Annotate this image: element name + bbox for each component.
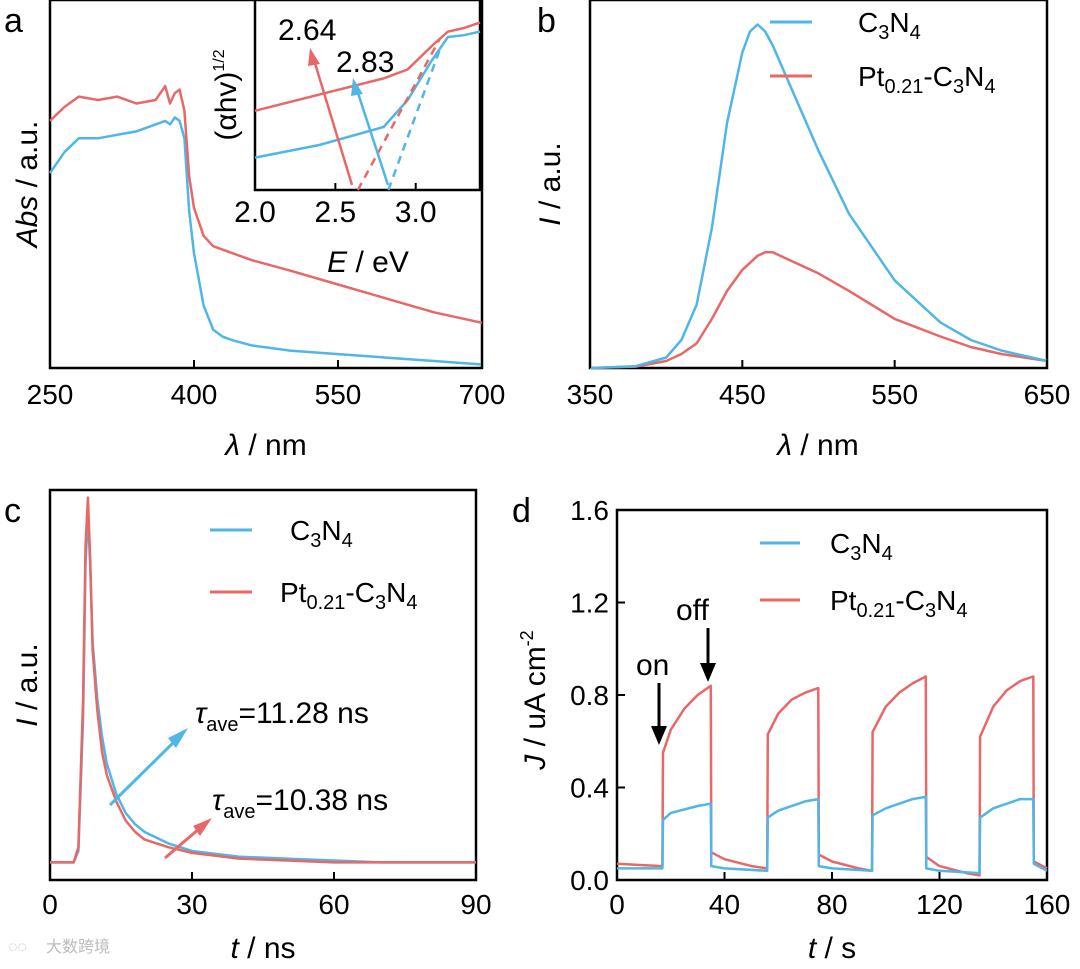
panel-b-ylabel: I / a.u. — [534, 142, 567, 225]
inset-line-pt — [254, 21, 481, 113]
panel-d-line-pt — [616, 675, 1048, 877]
panel-d-x-tick-label: 120 — [916, 889, 963, 920]
panel-d-ylabel: J / uA cm-2 — [517, 630, 552, 770]
panel-b-frame — [588, 0, 1049, 370]
panel-c-x-tick-label: 90 — [460, 889, 491, 920]
panel-d-legend: C3N4 Pt0.21-C3N4 — [760, 528, 967, 622]
off-annotation: off — [676, 594, 709, 627]
panel-c-xlabel: t / ns — [230, 932, 295, 965]
panel-b-x-tick-label: 450 — [719, 379, 766, 410]
panel-c-x-tick-label: 30 — [176, 889, 207, 920]
tau-arrow-c3n4 — [108, 738, 178, 807]
watermark-text: 大数跨境 — [46, 937, 110, 956]
tau-arrow-pt-head — [193, 818, 212, 836]
panel-a-x-tick-label: 550 — [315, 379, 362, 410]
panel-d-x-tick-label: 160 — [1024, 889, 1071, 920]
panel-b-xlabel: λ / nm — [775, 429, 858, 462]
panel-c-legend: C3N4 Pt0.21-C3N4 — [210, 515, 417, 614]
inset-fit-pt — [356, 38, 441, 191]
panel-a-x-tick-label: 700 — [459, 379, 506, 410]
tau-arrow-pt — [164, 826, 201, 860]
inset-arrow-c3n4 — [355, 89, 390, 186]
panel-d-x-tick-label: 40 — [709, 889, 740, 920]
panel-a-line-pt — [49, 84, 483, 325]
legend-label-c3n4: C3N4 — [858, 7, 921, 44]
panel-b-x-tick-label: 350 — [567, 379, 614, 410]
tau-annotation-c3n4: τave=11.28 ns — [195, 697, 369, 736]
panel-d-x-tick-label: 0 — [609, 889, 625, 920]
panel-b-line-pt — [589, 251, 1048, 370]
inset-x-tick-label: 3.0 — [395, 196, 437, 229]
inset-x-tick-label: 2.0 — [234, 196, 276, 229]
inset-frame — [253, 0, 482, 192]
inset-xlabel: E / eV — [327, 246, 409, 279]
panel-label-d: d — [512, 492, 531, 530]
panel-c-x-tick-label: 60 — [318, 889, 349, 920]
panel-c-x-tick-label: 0 — [42, 889, 58, 920]
inset-arrow-pt-head — [308, 48, 320, 66]
inset-arrow-pt — [312, 59, 354, 186]
legend-label-pt: Pt0.21-C3N4 — [858, 61, 995, 98]
panel-a-x-tick-label: 400 — [171, 379, 218, 410]
panel-b: 350 450 550 650 λ / nm I / a.u. C3N4 Pt0.21… — [534, 0, 1070, 462]
panel-d-x-tick-label: 80 — [816, 889, 847, 920]
legend-label-c3n4: C3N4 — [290, 515, 353, 552]
inset-x-tick-label: 2.5 — [314, 196, 356, 229]
on-annotation: on — [636, 649, 669, 682]
panel-a: 250 400 550 700 λ / nm Abs / a.u. 2.0 2.5 3.0… — [11, 0, 505, 462]
inset-annotation-264: 2.64 — [278, 14, 336, 47]
panel-a-x-tick-label: 250 — [27, 379, 74, 410]
panel-a-inset: 2.0 2.5 3.0 E / eV (αhv)1/2 2.64 2.83 — [210, 0, 482, 279]
watermark: ◌◌ 大数跨境 — [8, 937, 110, 956]
panel-d-y-tick-label: 0.8 — [570, 680, 609, 711]
panel-a-frame — [48, 0, 484, 370]
on-arrow-head — [651, 726, 667, 745]
watermark-icon: ◌◌ — [8, 939, 27, 956]
panel-c-ylabel: I / a.u. — [11, 643, 44, 726]
panel-c: 0 30 60 90 t / ns I / a.u. C3N4 Pt0.21-C3N4… — [11, 488, 492, 965]
panel-label-b: b — [537, 2, 556, 40]
off-arrow-head — [700, 663, 716, 682]
panel-d-xlabel: t / s — [808, 932, 856, 965]
panel-label-c: c — [4, 492, 21, 530]
panel-a-xlabel: λ / nm — [223, 429, 306, 462]
panel-d-frame — [615, 508, 1049, 882]
tau-arrow-c3n4-head — [168, 728, 188, 748]
panel-b-legend: C3N4 Pt0.21-C3N4 — [770, 7, 995, 98]
inset-fit-c3n4 — [387, 49, 441, 191]
panel-b-x-tick-label: 650 — [1024, 379, 1071, 410]
legend-label-c3n4: C3N4 — [830, 528, 893, 565]
panel-label-a: a — [4, 2, 23, 40]
panel-c-frame — [48, 488, 478, 882]
panel-a-line-c3n4 — [48, 116, 483, 366]
panel-d-y-tick-label: 0.4 — [570, 773, 609, 804]
panel-d-y-tick-label: 1.6 — [570, 495, 609, 526]
panel-d: 0 40 80 120 160 0.0 0.4 0.8 1.2 1.6 t / s J / uA … — [517, 495, 1070, 965]
panel-d-line-c3n4 — [617, 795, 1048, 875]
inset-annotation-283: 2.83 — [336, 46, 394, 79]
legend-label-pt: Pt0.21-C3N4 — [280, 577, 417, 614]
panel-d-y-tick-label: 1.2 — [570, 588, 609, 619]
legend-label-pt: Pt0.21-C3N4 — [830, 585, 967, 622]
inset-arrow-c3n4-head — [351, 78, 363, 96]
panel-b-x-tick-label: 550 — [871, 379, 918, 410]
inset-line-c3n4 — [254, 30, 481, 159]
inset-ylabel: (αhv)1/2 — [210, 49, 243, 140]
panel-c-line-pt — [50, 496, 476, 864]
panel-d-y-tick-label: 0.0 — [570, 865, 609, 896]
panel-b-line-c3n4 — [589, 23, 1048, 370]
tau-annotation-pt: τave=10.38 ns — [212, 784, 388, 823]
panel-a-ylabel: Abs / a.u. — [11, 121, 44, 250]
